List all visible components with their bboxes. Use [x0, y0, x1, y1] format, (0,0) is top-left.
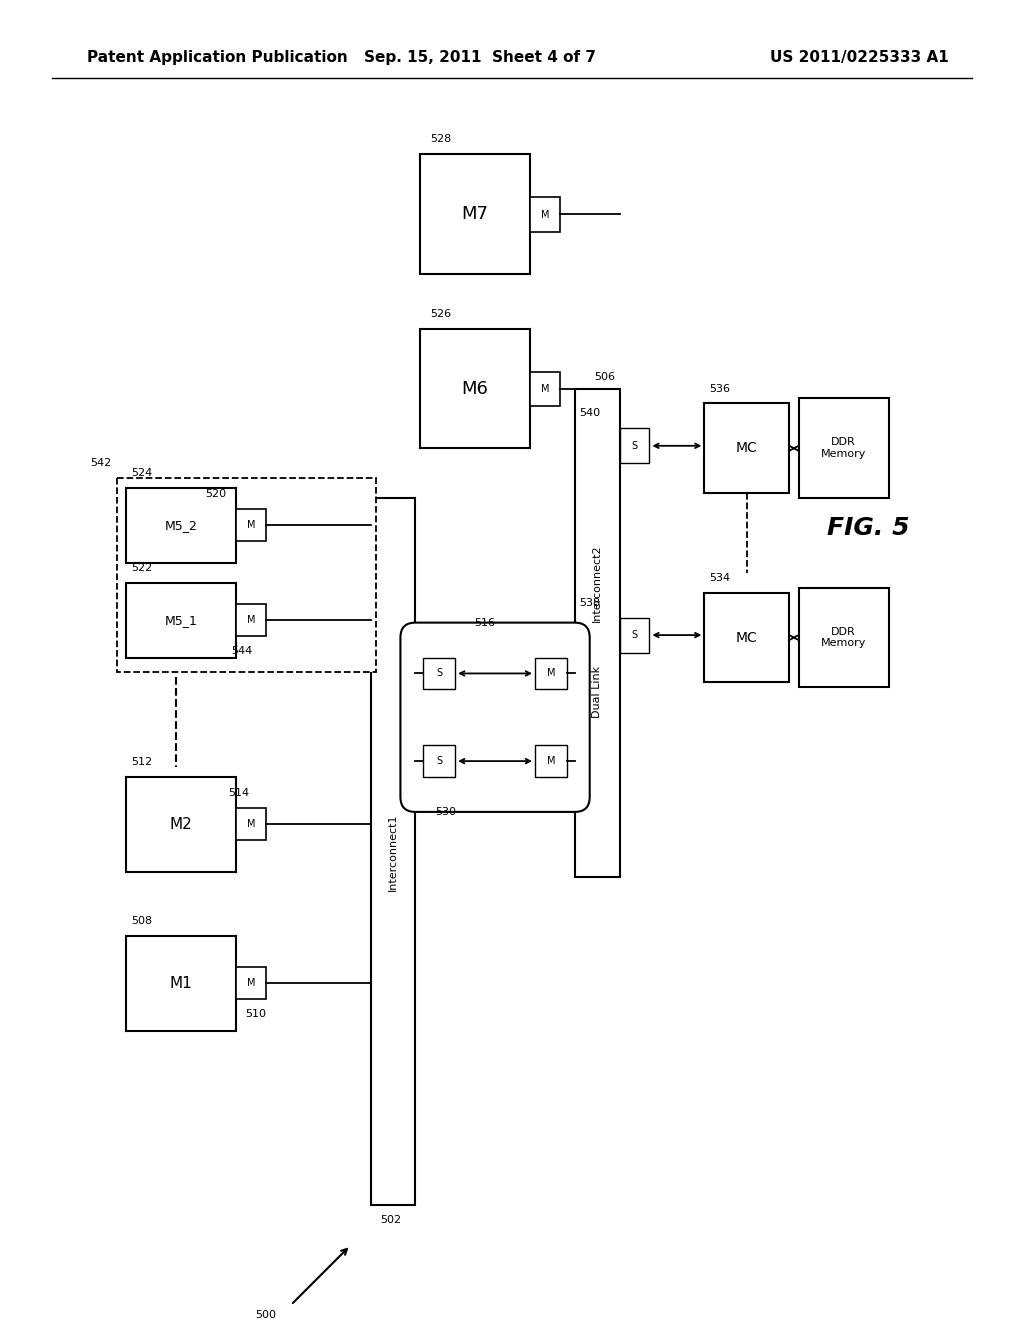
Text: M6: M6: [462, 380, 488, 397]
Text: Interconnect2: Interconnect2: [592, 544, 602, 622]
Text: M1: M1: [170, 977, 193, 991]
Text: 512: 512: [131, 758, 153, 767]
Text: M: M: [247, 520, 255, 531]
Text: S: S: [632, 630, 638, 640]
Text: 536: 536: [710, 384, 730, 393]
Text: 534: 534: [710, 573, 730, 583]
Text: 544: 544: [231, 645, 252, 656]
Bar: [127, 583, 237, 657]
Text: 502: 502: [381, 1216, 401, 1225]
Bar: [535, 657, 567, 689]
Text: M: M: [247, 978, 255, 989]
Text: M: M: [547, 668, 555, 678]
Text: 514: 514: [228, 788, 249, 799]
FancyBboxPatch shape: [400, 623, 590, 812]
Text: MC: MC: [735, 441, 758, 455]
Text: Patent Application Publication: Patent Application Publication: [87, 50, 347, 65]
Text: 528: 528: [430, 135, 452, 144]
Text: DDR
Memory: DDR Memory: [821, 437, 866, 459]
Text: Dual Link: Dual Link: [592, 667, 602, 718]
Bar: [237, 808, 266, 840]
Bar: [127, 936, 237, 1031]
Text: M: M: [547, 756, 555, 766]
Bar: [799, 399, 889, 498]
Text: US 2011/0225333 A1: US 2011/0225333 A1: [770, 50, 948, 65]
Text: M: M: [247, 615, 255, 624]
Text: 524: 524: [131, 469, 153, 478]
Bar: [530, 372, 560, 407]
Text: M: M: [541, 384, 549, 395]
Text: 506: 506: [595, 371, 615, 381]
Bar: [420, 329, 530, 449]
Text: DDR
Memory: DDR Memory: [821, 627, 866, 648]
Text: 510: 510: [246, 1010, 266, 1019]
Bar: [705, 593, 788, 682]
Text: 540: 540: [580, 408, 600, 418]
Text: FIG. 5: FIG. 5: [827, 516, 910, 540]
Bar: [620, 429, 649, 463]
Text: 516: 516: [474, 618, 496, 627]
Bar: [371, 498, 416, 1205]
Text: M: M: [541, 210, 549, 219]
Text: 520: 520: [205, 490, 226, 499]
Text: M: M: [247, 818, 255, 829]
Text: Sep. 15, 2011  Sheet 4 of 7: Sep. 15, 2011 Sheet 4 of 7: [365, 50, 596, 65]
Text: S: S: [632, 441, 638, 451]
Text: M2: M2: [170, 817, 193, 832]
Bar: [574, 388, 620, 876]
Bar: [237, 603, 266, 636]
Bar: [127, 777, 237, 871]
Bar: [127, 488, 237, 562]
Bar: [620, 618, 649, 652]
Bar: [237, 510, 266, 541]
Text: M5_1: M5_1: [165, 614, 198, 627]
Text: 522: 522: [131, 562, 153, 573]
Bar: [423, 746, 456, 777]
Text: S: S: [436, 756, 442, 766]
Text: 542: 542: [90, 458, 112, 469]
Bar: [117, 478, 376, 672]
Bar: [237, 968, 266, 999]
Text: 538: 538: [580, 598, 600, 607]
Bar: [420, 154, 530, 275]
Bar: [799, 587, 889, 688]
Bar: [535, 746, 567, 777]
Text: M5_2: M5_2: [165, 519, 198, 532]
Text: Interconnect1: Interconnect1: [388, 813, 398, 891]
Text: 530: 530: [435, 807, 456, 817]
Text: S: S: [436, 668, 442, 678]
Bar: [530, 197, 560, 232]
Text: M7: M7: [462, 205, 488, 223]
Text: 526: 526: [430, 309, 452, 319]
Bar: [705, 404, 788, 494]
Bar: [423, 657, 456, 689]
Text: 508: 508: [131, 916, 153, 927]
Text: 500: 500: [255, 1309, 276, 1320]
Text: MC: MC: [735, 631, 758, 644]
